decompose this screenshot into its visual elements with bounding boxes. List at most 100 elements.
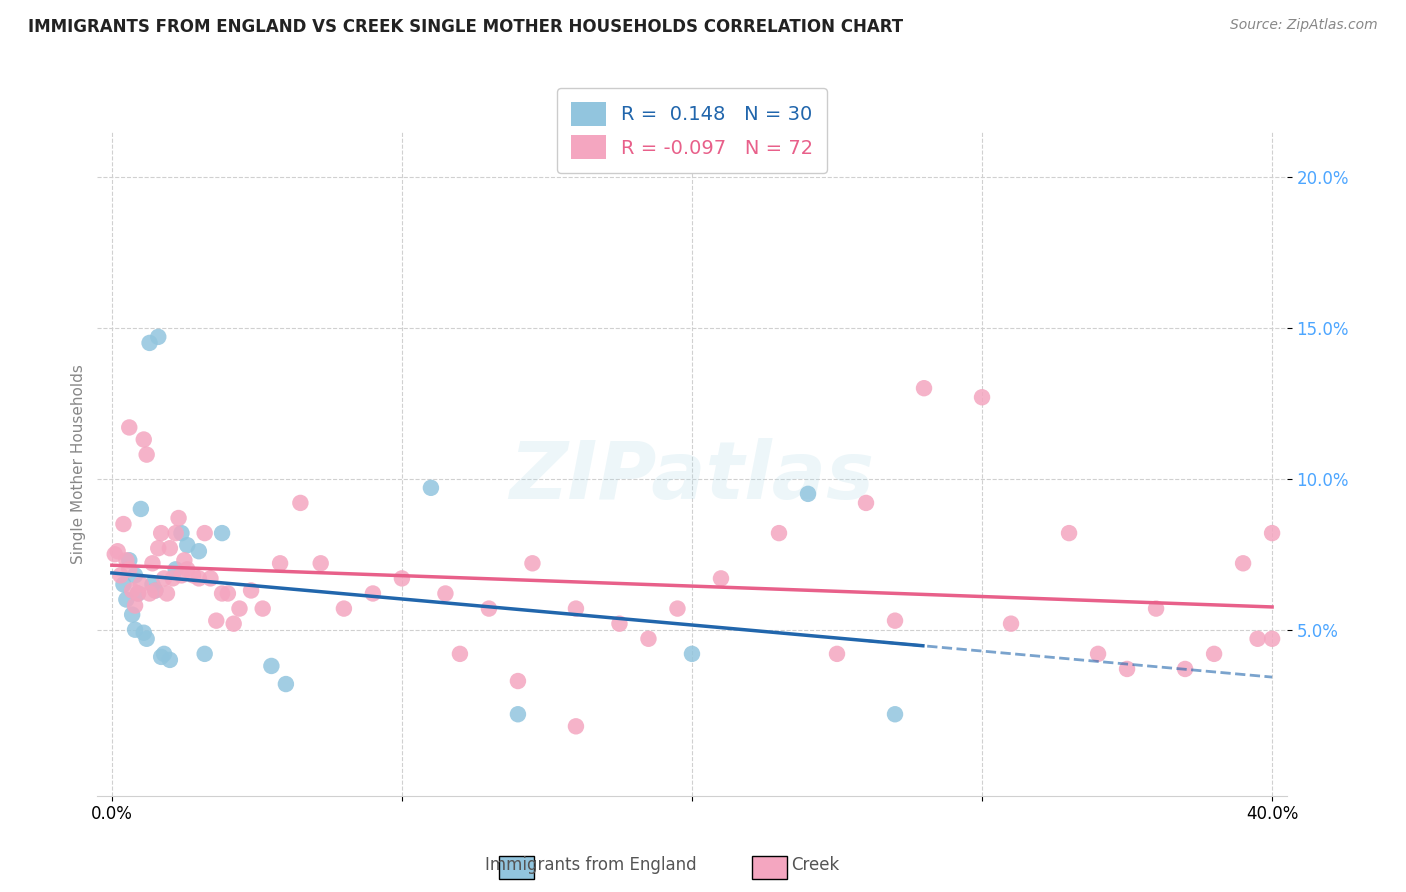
Point [150,526,173,541]
Point [970,390,993,404]
Text: Source: ZipAtlas.com: Source: ZipAtlas.com [1230,18,1378,32]
Point [127,586,149,600]
Point [124,623,146,637]
Point [1087,647,1109,661]
Point [565,601,588,615]
Point [1204,647,1226,661]
Point [222,616,245,631]
Point [768,526,790,541]
Point [1261,632,1284,646]
Point [110,568,132,582]
Point [419,481,441,495]
Point [159,653,181,667]
Point [391,571,413,585]
Point [522,556,544,570]
Point [162,571,184,585]
Point [260,659,283,673]
Y-axis label: Single Mother Households: Single Mother Households [72,364,86,564]
Point [145,583,167,598]
Point [290,496,312,510]
Point [309,556,332,570]
Point [211,586,233,600]
Point [118,420,141,434]
Point [112,577,135,591]
Point [1232,556,1254,570]
Point [153,647,176,661]
Point [710,571,733,585]
Point [121,583,143,598]
Point [1144,601,1167,615]
Text: Immigrants from England: Immigrants from England [485,856,696,874]
Point [855,496,877,510]
Point [127,586,149,600]
Point [187,571,209,585]
Point [1000,616,1022,631]
Point [434,586,457,600]
Point [176,538,198,552]
Point [104,547,127,561]
Point [107,544,129,558]
Point [148,541,170,556]
Point [138,586,160,600]
Point [449,647,471,661]
Point [156,586,179,600]
Point [115,592,138,607]
Text: IMMIGRANTS FROM ENGLAND VS CREEK SINGLE MOTHER HOUSEHOLDS CORRELATION CHART: IMMIGRANTS FROM ENGLAND VS CREEK SINGLE … [28,18,903,36]
Point [797,487,820,501]
Point [269,556,291,570]
Point [912,381,935,395]
Point [141,556,163,570]
Point [138,335,160,350]
Point [132,433,155,447]
Legend: R =  0.148   N = 30, R = -0.097   N = 72: R = 0.148 N = 30, R = -0.097 N = 72 [557,88,827,172]
Point [159,541,181,556]
Point [129,502,152,516]
Point [506,707,529,722]
Point [173,553,195,567]
Point [825,647,848,661]
Point [252,601,274,615]
Point [165,526,187,541]
Point [124,568,146,582]
Point [170,526,193,541]
Point [1261,526,1284,541]
Point [609,616,631,631]
Point [506,673,529,688]
Point [333,601,356,615]
Point [884,707,907,722]
Point [135,448,157,462]
Point [170,568,193,582]
Point [228,601,250,615]
Point [637,632,659,646]
Point [129,577,152,591]
Point [478,601,501,615]
Point [187,544,209,558]
Point [1057,526,1080,541]
Point [666,601,689,615]
Point [135,632,157,646]
Point [361,586,384,600]
Point [118,553,141,567]
Point [240,583,263,598]
Point [200,571,222,585]
Point [884,614,907,628]
Point [681,647,703,661]
Point [1174,662,1197,676]
Point [1246,632,1268,646]
Point [153,571,176,585]
Point [176,562,198,576]
Point [150,649,173,664]
Point [115,553,138,567]
Point [121,607,143,622]
Point [194,526,217,541]
Point [194,647,217,661]
Point [132,625,155,640]
Point [112,517,135,532]
Text: ZIPatlas: ZIPatlas [509,438,875,516]
Point [217,586,239,600]
Point [148,330,170,344]
Point [141,577,163,591]
Point [205,614,228,628]
Point [274,677,297,691]
Point [211,526,233,541]
